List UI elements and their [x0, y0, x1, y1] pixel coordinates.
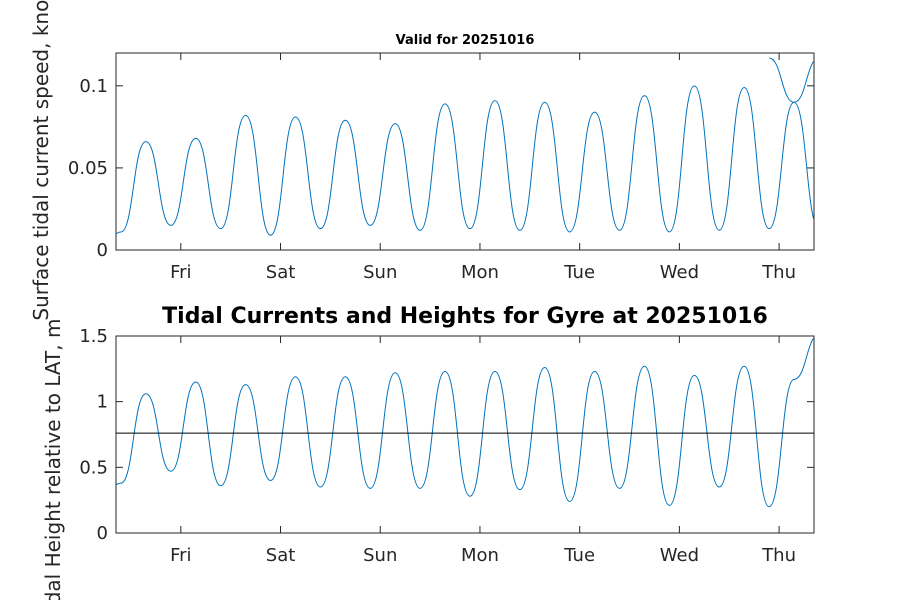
x-tick-label: Mon: [461, 545, 499, 566]
x-tick-label: Wed: [660, 262, 699, 283]
series-line: [116, 337, 814, 508]
x-tick-label: Thu: [761, 262, 796, 283]
speed-series: [116, 57, 814, 236]
y-tick-label: 1: [97, 392, 108, 413]
x-tick-label: Mon: [461, 262, 499, 283]
current-speed-plot: Valid for 20251016 0 0.05 0.1 Fri Sat Sun Mon…: [29, 0, 815, 321]
y-tick-label: 1.5: [79, 326, 108, 347]
height-series: [116, 337, 814, 508]
x-tick-label: Sun: [363, 262, 397, 283]
x-tick-label: Tue: [563, 545, 595, 566]
series-line: [116, 60, 814, 236]
speed-plot-title: Valid for 20251016: [396, 33, 535, 48]
x-tick-label: Sat: [266, 545, 296, 566]
x-tick-label: Wed: [660, 545, 699, 566]
height-plot-title: Tidal Currents and Heights for Gyre at 2…: [162, 304, 768, 329]
x-tick-label: Fri: [170, 262, 191, 283]
x-tick-label: Sun: [363, 545, 397, 566]
speed-x-ticks: Fri Sat Sun Mon Tue Wed Thu: [170, 53, 796, 283]
y-tick-label: 0.1: [79, 76, 108, 97]
y-tick-label: 0: [97, 523, 108, 544]
speed-y-ticks: 0 0.05 0.1: [68, 76, 814, 261]
y-tick-label: 0: [97, 240, 108, 261]
height-plot-axes-box: [115, 335, 815, 534]
height-y-ticks: 0 0.5 1 1.5: [79, 326, 814, 544]
x-tick-label: Thu: [761, 545, 796, 566]
x-tick-label: Fri: [170, 545, 191, 566]
speed-y-axis-label: Surface tidal current speed, knots: [29, 0, 53, 321]
y-tick-label: 0.05: [68, 158, 108, 179]
speed-plot-axes-box: [115, 52, 815, 251]
y-tick-label: 0.5: [79, 457, 108, 478]
height-x-ticks: Fri Sat Sun Mon Tue Wed Thu: [170, 336, 796, 566]
tidal-height-plot: Tidal Currents and Heights for Gyre at 2…: [41, 304, 815, 600]
x-tick-label: Sat: [266, 262, 296, 283]
x-tick-label: Tue: [563, 262, 595, 283]
height-y-axis-label: Tidal Height relative to LAT, m: [41, 319, 65, 600]
